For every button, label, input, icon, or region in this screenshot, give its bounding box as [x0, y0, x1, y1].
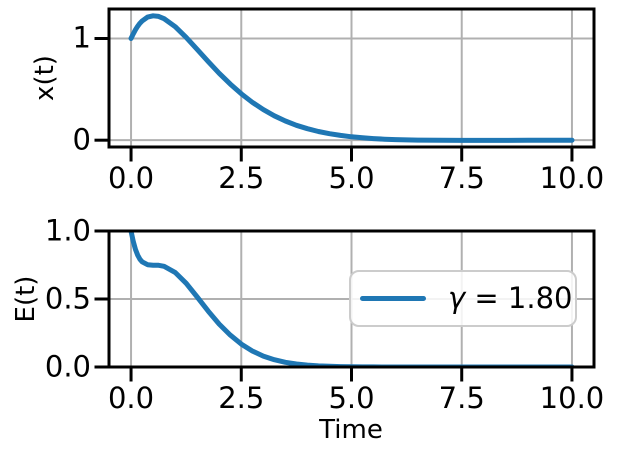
y-tick-label: 0.5 [44, 281, 91, 316]
axes-spines [107, 229, 596, 369]
x-tick-label: 5.0 [328, 381, 375, 415]
axes-spines [107, 7, 596, 149]
legend-line-swatch [360, 296, 426, 301]
y-tick-label: 0 [72, 122, 91, 157]
legend: γ = 1.80 [349, 270, 577, 327]
gamma-symbol: γ [448, 281, 466, 315]
legend-value: = 1.80 [465, 281, 573, 315]
x-tick-label: 7.5 [438, 161, 485, 195]
x-tick-label: 0.0 [107, 161, 155, 195]
x-tick-label: 2.5 [218, 161, 265, 195]
x-tick-label: 5.0 [328, 161, 375, 195]
x-axis-label-time: Time [319, 415, 383, 445]
x-tick-label: 7.5 [438, 381, 485, 415]
y-tick-label: 0.0 [44, 349, 91, 384]
y-tick-label: 1.0 [44, 213, 91, 248]
x-tick-label: 10.0 [539, 381, 605, 415]
series-line [128, 231, 575, 367]
y-axis-label-x: x(t) [30, 55, 60, 101]
x-tick-label: 2.5 [218, 381, 265, 415]
x-tick-label: 10.0 [539, 161, 605, 195]
y-tick-label: 1 [72, 20, 91, 55]
x-tick-label: 0.0 [107, 381, 155, 415]
legend-label: γ = 1.80 [448, 284, 572, 313]
series-line [128, 13, 575, 143]
